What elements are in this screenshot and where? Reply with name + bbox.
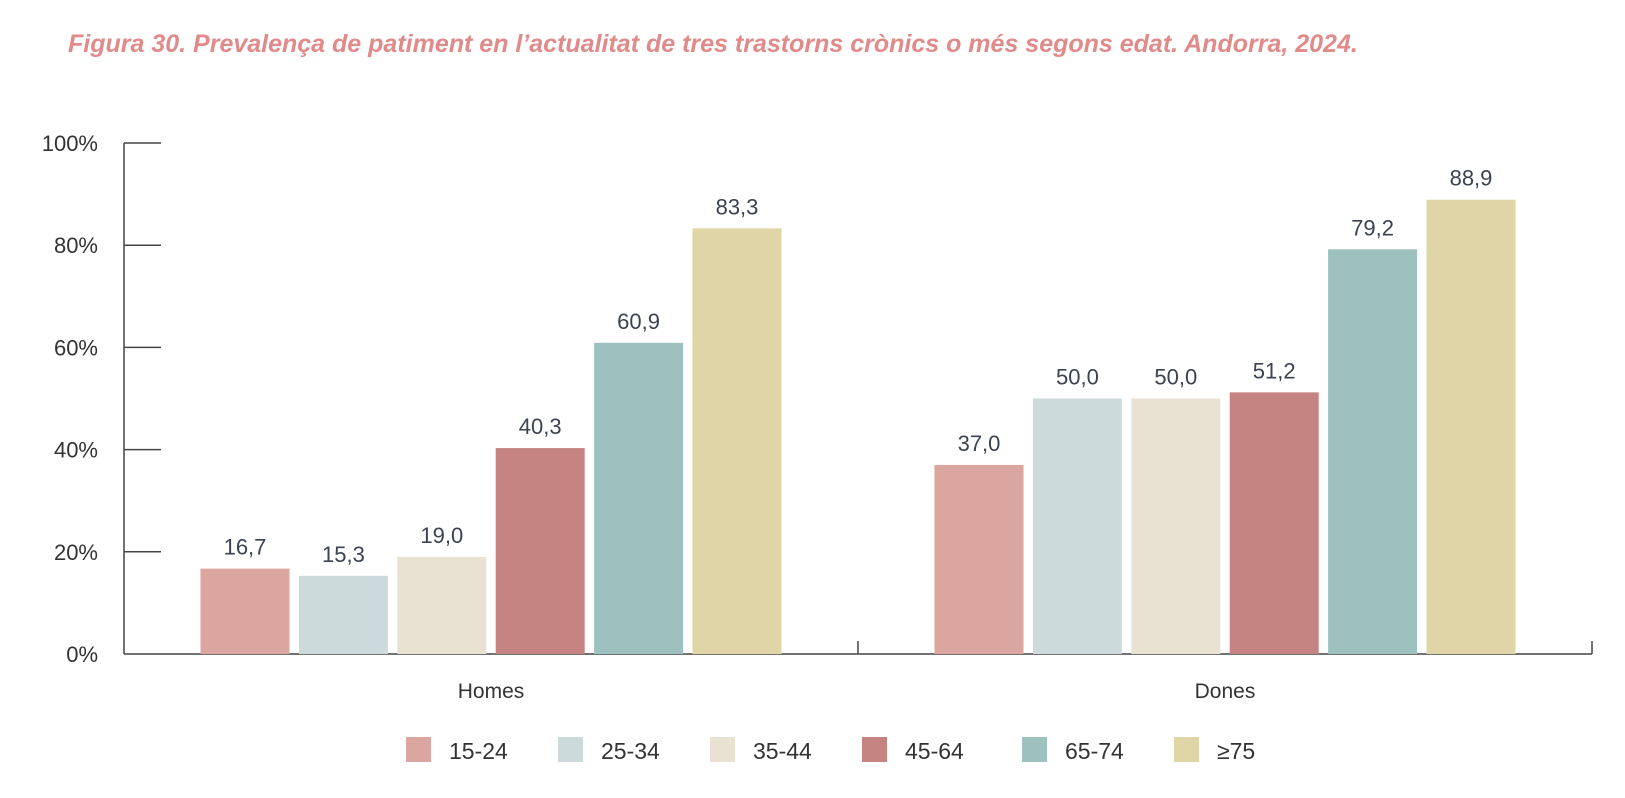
y-axis-ticks: 0% 20% 40% 60% 80% 100% [42, 131, 161, 667]
bar-homes-35-44 [397, 556, 487, 654]
data-label: 19,0 [420, 523, 463, 548]
x-category-label: Homes [458, 680, 525, 703]
bar-homes-65-74 [594, 342, 684, 654]
bar-homes-15-24 [200, 568, 290, 654]
bar-dones-≥75 [1426, 199, 1516, 654]
chart-title: Figura 30. Prevalença de patiment en l’a… [68, 30, 1358, 58]
bar-dones-45-64 [1229, 392, 1319, 654]
y-tick-label: 100% [42, 131, 98, 156]
data-label: 50,0 [1056, 365, 1099, 390]
legend-label: 35-44 [753, 738, 812, 764]
data-label: 88,9 [1450, 166, 1493, 191]
legend-label: ≥75 [1217, 738, 1255, 764]
legend-swatch [1174, 737, 1199, 762]
y-tick-label: 80% [54, 233, 98, 258]
y-tick-label: 0% [66, 642, 98, 667]
x-category-label: Dones [1195, 680, 1256, 703]
y-tick-label: 60% [54, 335, 98, 360]
legend-label: 25-34 [601, 738, 660, 764]
data-label: 79,2 [1351, 215, 1394, 240]
bar-dones-25-34 [1032, 398, 1122, 654]
bar-dones-35-44 [1131, 398, 1221, 654]
data-label: 37,0 [958, 431, 1001, 456]
bar-homes-45-64 [495, 448, 585, 654]
data-label: 51,2 [1253, 358, 1296, 383]
bar-homes-≥75 [692, 228, 782, 654]
bar-homes-25-34 [298, 575, 388, 654]
x-axis-categories: Homes Dones [458, 680, 1256, 703]
bar-dones-15-24 [934, 464, 1024, 654]
y-tick-label: 20% [54, 540, 98, 565]
legend-swatch [710, 737, 735, 762]
legend: 15-24 25-34 35-44 45-64 65-74 ≥75 [406, 737, 1255, 764]
legend-label: 15-24 [449, 738, 508, 764]
legend-swatch [558, 737, 583, 762]
data-label: 50,0 [1154, 365, 1197, 390]
data-label: 16,7 [224, 535, 267, 560]
data-labels: 16,7 15,3 19,0 40,3 60,9 83,3 37,0 50,0 50,0 51,2… [224, 166, 1493, 567]
legend-swatch [862, 737, 887, 762]
data-label: 83,3 [716, 194, 759, 219]
bar-dones-65-74 [1328, 249, 1418, 654]
y-tick-label: 40% [54, 438, 98, 463]
data-label: 60,9 [617, 309, 660, 334]
data-label: 15,3 [322, 542, 365, 567]
bars [200, 199, 1516, 654]
legend-swatch [1022, 737, 1047, 762]
data-label: 40,3 [519, 414, 562, 439]
legend-swatch [406, 737, 431, 762]
legend-label: 45-64 [905, 738, 964, 764]
legend-label: 65-74 [1065, 738, 1124, 764]
